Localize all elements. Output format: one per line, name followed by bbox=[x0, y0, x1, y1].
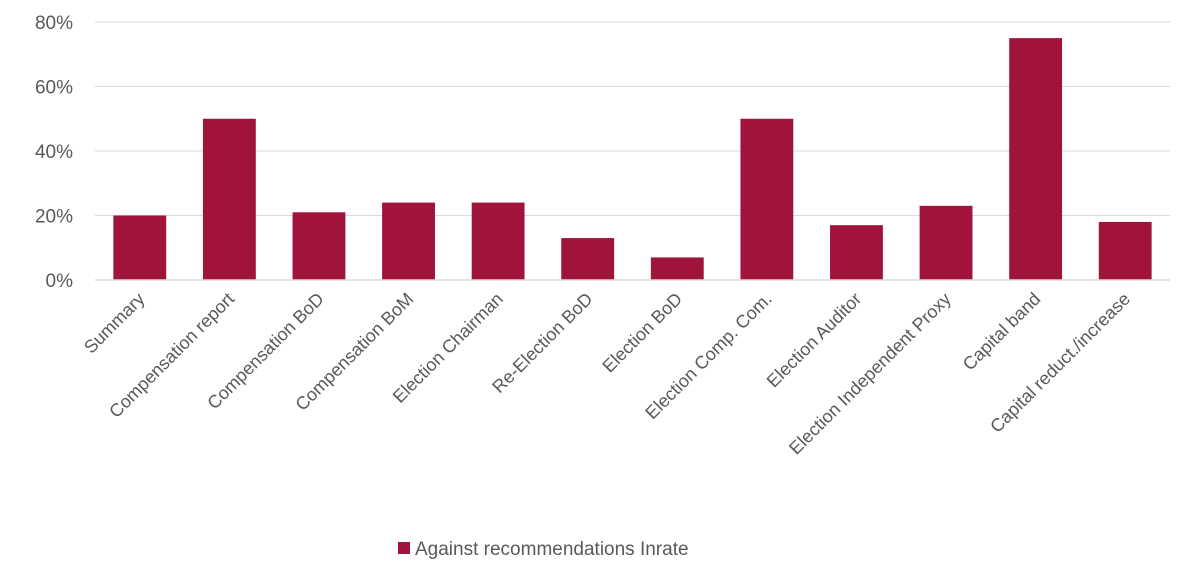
y-tick-label: 80% bbox=[35, 13, 73, 34]
bar bbox=[1098, 221, 1152, 280]
y-axis-ticks: 0% 20% 40% 60% 80% bbox=[35, 13, 73, 292]
x-tick-label: Election BoD bbox=[598, 289, 686, 377]
legend: Against recommendations Inrate bbox=[398, 539, 689, 560]
bar bbox=[740, 118, 794, 280]
x-tick-label: Election Independent Proxy bbox=[785, 289, 955, 459]
legend-swatch bbox=[398, 542, 410, 554]
bar bbox=[471, 202, 525, 280]
bar bbox=[382, 202, 435, 280]
bar bbox=[830, 225, 883, 280]
x-tick-label: Capital band bbox=[959, 289, 1045, 375]
gridlines bbox=[95, 21, 1170, 216]
y-tick-label: 40% bbox=[35, 142, 73, 163]
bar bbox=[650, 257, 704, 280]
x-tick-label: Summary bbox=[80, 289, 149, 358]
bar bbox=[561, 238, 615, 280]
bar bbox=[919, 205, 973, 280]
y-tick-label: 20% bbox=[35, 207, 73, 228]
y-tick-label: 60% bbox=[35, 78, 73, 99]
bar bbox=[202, 118, 256, 280]
bar bbox=[292, 212, 346, 280]
legend-label: Against recommendations Inrate bbox=[415, 539, 689, 560]
bar bbox=[1009, 38, 1063, 280]
bar bbox=[113, 215, 167, 280]
y-tick-label: 0% bbox=[46, 271, 74, 292]
x-tick-label: Election Auditor bbox=[763, 289, 866, 392]
bars bbox=[113, 38, 1152, 280]
